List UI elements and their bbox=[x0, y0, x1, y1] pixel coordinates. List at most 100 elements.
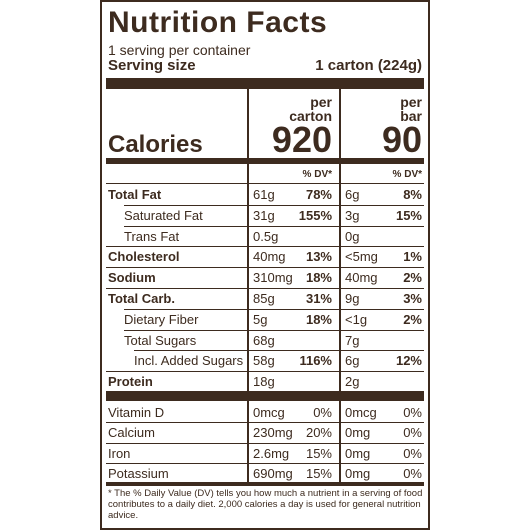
carton-dv: 78% bbox=[305, 187, 332, 202]
label-title: Nutrition Facts bbox=[108, 6, 328, 39]
bar-amount: 2g bbox=[345, 374, 360, 390]
nutrient-label: Sodium bbox=[108, 270, 156, 286]
bar-amount: 6g bbox=[345, 187, 360, 202]
vitamin-bar-amount: 0mg bbox=[345, 445, 371, 461]
carton-amount: 40mg bbox=[253, 249, 286, 265]
nutrient-label: Cholesterol bbox=[108, 249, 180, 265]
vitamin-label: Iron bbox=[108, 445, 131, 461]
vitamin-carton-dv: 0% bbox=[313, 405, 332, 420]
row-divider bbox=[124, 329, 424, 331]
vitamin-bar-dv: 0% bbox=[403, 405, 422, 420]
vitamin-carton-dv: 20% bbox=[305, 425, 332, 441]
calories-bar: 90 bbox=[381, 119, 422, 160]
carton-dv: 18% bbox=[305, 270, 332, 286]
row-divider bbox=[134, 350, 424, 352]
carton-dv: 13% bbox=[305, 249, 332, 265]
nutrient-label: Protein bbox=[108, 374, 153, 390]
carton-dv: 31% bbox=[305, 291, 332, 306]
vitamin-bar-dv: 0% bbox=[403, 465, 422, 481]
row-divider bbox=[124, 204, 424, 206]
carton-dv: 18% bbox=[305, 311, 332, 327]
vitamin-row-divider bbox=[106, 442, 424, 444]
vitamin-bar-dv: 0% bbox=[403, 425, 422, 441]
thick-divider-top bbox=[106, 78, 424, 89]
vitamin-row-divider bbox=[106, 422, 424, 424]
vitamin-carton-amount: 2.6mg bbox=[253, 445, 290, 461]
bar-amount: 0g bbox=[345, 228, 360, 244]
bar-amount: 3g bbox=[345, 207, 360, 223]
vitamin-label: Calcium bbox=[108, 425, 155, 441]
bar-dv: 8% bbox=[403, 187, 422, 202]
nutrient-label: Dietary Fiber bbox=[124, 311, 199, 327]
bar-header-line1: per bbox=[400, 94, 422, 110]
servings-per-container: 1 serving per container bbox=[108, 42, 251, 58]
vitamin-label: Potassium bbox=[108, 465, 169, 481]
thick-divider-vitamins bbox=[106, 391, 424, 401]
carton-header-line1: per bbox=[310, 94, 332, 110]
vitamin-carton-amount: 690mg bbox=[253, 465, 293, 481]
bar-amount: 7g bbox=[345, 332, 360, 348]
footnote: * The % Daily Value (DV) tells you how m… bbox=[108, 488, 423, 521]
carton-dv: 116% bbox=[299, 353, 332, 369]
bar-dv: 2% bbox=[403, 311, 422, 327]
carton-amount: 310mg bbox=[253, 270, 293, 286]
vitamin-bar-dv: 0% bbox=[403, 445, 422, 461]
nutrient-label: Total Carb. bbox=[108, 291, 175, 306]
bar-amount: <5mg bbox=[345, 249, 378, 265]
bar-dv: 2% bbox=[403, 270, 422, 286]
column-divider-1 bbox=[247, 89, 249, 392]
vitamin-label: Vitamin D bbox=[108, 405, 165, 420]
carton-amount: 85g bbox=[253, 291, 275, 306]
row-divider bbox=[106, 246, 424, 248]
calories-label: Calories bbox=[108, 131, 203, 158]
carton-dv: 155% bbox=[298, 207, 332, 223]
row-divider bbox=[106, 288, 424, 289]
dv-header-carton: % DV* bbox=[302, 169, 332, 180]
nutrient-label: Trans Fat bbox=[124, 228, 180, 244]
vitamin-carton-amount: 230mg bbox=[253, 425, 293, 441]
carton-header-line2: carton bbox=[289, 108, 332, 124]
row-divider bbox=[106, 371, 424, 373]
carton-header: per carton bbox=[289, 95, 332, 123]
carton-amount: 58g bbox=[253, 353, 275, 369]
vitamin-carton-amount: 0mcg bbox=[253, 405, 285, 420]
row-divider bbox=[106, 267, 424, 269]
vitamin-carton-dv: 15% bbox=[305, 465, 332, 481]
bar-amount: <1g bbox=[345, 311, 368, 327]
column-divider-2b bbox=[339, 397, 341, 483]
bar-dv: 15% bbox=[395, 207, 422, 223]
carton-amount: 31g bbox=[253, 207, 275, 223]
vitamin-bar-amount: 0mcg bbox=[345, 405, 377, 420]
nutrient-label: Saturated Fat bbox=[124, 207, 203, 223]
carton-amount: 18g bbox=[253, 374, 275, 390]
nutrition-facts-label: Nutrition Facts 1 serving per container … bbox=[100, 0, 430, 530]
carton-amount: 68g bbox=[253, 332, 275, 348]
vitamin-carton-dv: 15% bbox=[305, 445, 332, 461]
carton-amount: 0.5g bbox=[253, 228, 279, 244]
bar-header-line2: bar bbox=[400, 108, 422, 124]
bar-amount: 40mg bbox=[345, 270, 378, 286]
serving-size-value: 1 carton (224g) bbox=[315, 57, 422, 74]
carton-amount: 5g bbox=[253, 311, 268, 327]
dv-header-bar: % DV* bbox=[392, 169, 422, 180]
carton-amount: 61g bbox=[253, 187, 275, 202]
dv-header-divider bbox=[106, 183, 424, 184]
thick-divider-footer bbox=[106, 482, 424, 486]
serving-size-label: Serving size bbox=[108, 57, 196, 74]
row-divider bbox=[124, 225, 424, 227]
column-divider-2 bbox=[339, 89, 341, 392]
vitamin-bar-amount: 0mg bbox=[345, 465, 371, 481]
bar-dv: 1% bbox=[403, 249, 422, 265]
vitamin-row-divider bbox=[106, 462, 424, 464]
bar-header: per bar bbox=[400, 95, 422, 123]
bar-amount: 6g bbox=[345, 353, 360, 369]
vitamin-bar-amount: 0mg bbox=[345, 425, 371, 441]
nutrient-label: Incl. Added Sugars bbox=[134, 353, 244, 369]
bar-dv: 12% bbox=[395, 353, 422, 369]
nutrient-label: Total Sugars bbox=[124, 332, 197, 348]
column-divider-1b bbox=[247, 397, 249, 483]
bar-amount: 9g bbox=[345, 291, 360, 306]
thick-divider-calories bbox=[106, 158, 424, 164]
bar-dv: 3% bbox=[403, 291, 422, 306]
row-divider bbox=[124, 308, 424, 310]
